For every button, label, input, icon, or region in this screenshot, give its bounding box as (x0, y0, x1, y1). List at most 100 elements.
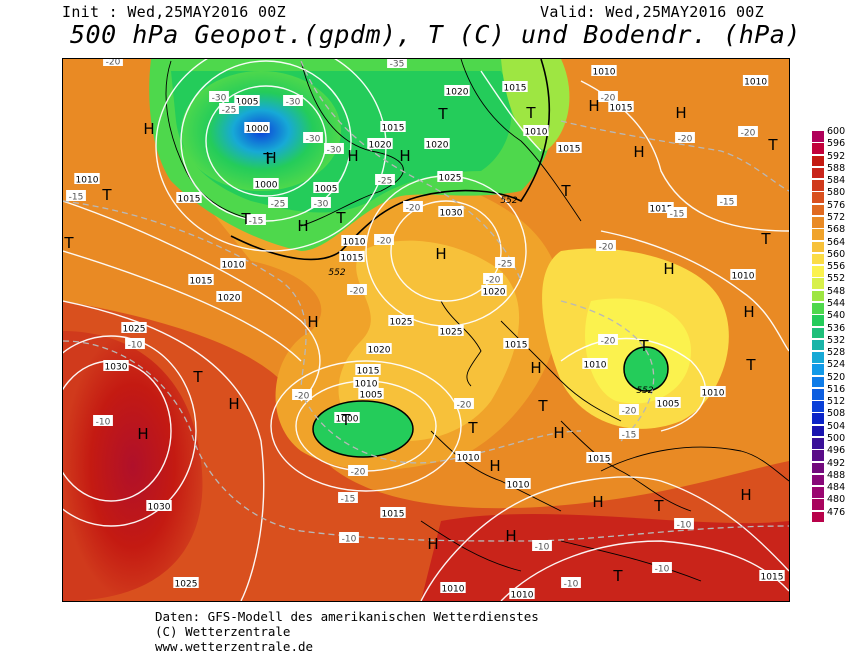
legend-swatch (812, 462, 824, 474)
isobar-label: 1010 (440, 582, 466, 595)
isotherm-label-text: -10 (564, 580, 579, 590)
legend-label: 488 (827, 469, 846, 481)
isotherm-label: -10 (339, 532, 359, 545)
legend-swatch (812, 253, 824, 265)
legend-label: 548 (827, 285, 846, 297)
isotherm-label: -10 (674, 518, 694, 531)
legend-label: 524 (827, 359, 846, 371)
geopotential-label: 552 (500, 196, 517, 206)
isotherm-label-text: -10 (655, 565, 670, 575)
coastlines (165, 59, 789, 582)
isobar-label: 1025 (438, 325, 464, 338)
isobar-label-text: 1020 (368, 346, 391, 356)
high-pressure-marker: H (633, 143, 644, 161)
isotherm-label-text: -20 (678, 135, 693, 145)
high-pressure-marker: H (307, 313, 318, 331)
isotherm-label: -20 (374, 234, 394, 247)
field-west-red (63, 331, 203, 601)
isobar-label: 1030 (438, 206, 464, 219)
geopotential-label: 552 (328, 268, 345, 278)
isotherm-label: -15 (619, 428, 639, 441)
isobar-label: 1000 (253, 178, 279, 191)
footer-credits: Daten: GFS-Modell des amerikanischen Wet… (155, 609, 539, 654)
isotherm-label: -15 (246, 214, 266, 227)
isotherm-label: -15 (717, 195, 737, 208)
temperature-labels-layer: -20-30-25-30-35-30-30-25-25 -30 -20-15-15-… (66, 59, 758, 590)
isotherm-label-text: -15 (670, 210, 685, 220)
high-pressure-marker: H (740, 486, 751, 504)
isotherm-label-text: -20 (106, 59, 121, 68)
isotherm-label: -20 (403, 201, 423, 214)
legend-label: 536 (827, 322, 846, 334)
weather-map[interactable]: 1010 1005 1000 1000 1005 1010 1015 1020 1015 1010… (62, 58, 790, 602)
isotherm-label: -15 (667, 207, 687, 220)
isobar-label-text: 1010 (355, 380, 378, 390)
legend-label: 516 (827, 383, 846, 395)
isobar-label-text: 1010 (702, 389, 725, 399)
legend-swatch (812, 131, 824, 142)
legend-label: 568 (827, 224, 846, 236)
isobar-label: 1010 (730, 269, 756, 282)
isobar-label-text: 1015 (382, 124, 405, 134)
isotherm-label: -20 (348, 465, 368, 478)
footer-data-source: Daten: GFS-Modell des amerikanischen Wet… (155, 609, 539, 624)
legend-swatch (812, 499, 824, 511)
isobar-label: 1000 (334, 412, 360, 425)
low-pressure-marker: T (560, 182, 571, 200)
isotherm-label: -20 (483, 273, 503, 286)
isobar-label-text: 1010 (584, 361, 607, 371)
isobar-label: 1025 (437, 171, 463, 184)
field-east-low (623, 346, 669, 392)
low-pressure-marker: T (437, 105, 448, 123)
low-pressure-marker: T (101, 186, 112, 204)
legend-label: 580 (827, 187, 846, 199)
isobar-label-text: 1030 (440, 209, 463, 219)
isotherm-label-text: -20 (406, 204, 421, 214)
isotherm-label: -10 (93, 415, 113, 428)
isobar-label: 1010 (591, 65, 617, 78)
isobar-label: 1020 (444, 85, 470, 98)
isotherm-label-text: -20 (295, 392, 310, 402)
legend-swatch (812, 192, 824, 203)
isobar-label-text: 1005 (236, 98, 259, 108)
legend-swatch (812, 266, 824, 277)
legend-label: 596 (827, 138, 846, 150)
isobar-label-text: 1010 (343, 238, 366, 248)
isobar-label-text: 1010 (511, 591, 534, 601)
isotherm-label-text: -30 (306, 135, 321, 145)
legend-swatch (812, 216, 824, 228)
isotherm-label: -20 (598, 91, 618, 104)
footer-website-link[interactable]: www.wetterzentrale.de (155, 639, 314, 654)
init-time: Init : Wed,25MAY2016 00Z (62, 3, 286, 21)
isotherm-label: -30 (324, 143, 344, 156)
pressure-labels-layer: 1010 1005 1000 1000 1005 1010 1015 1020 1015 1010… (74, 65, 785, 601)
isotherm-label-text: -15 (249, 217, 264, 227)
isobar-label: 1015 (380, 507, 406, 520)
legend-swatch (812, 278, 824, 289)
isobar-label: 1015 (759, 570, 785, 583)
legend-label: 492 (827, 457, 846, 469)
legend-label: 552 (827, 273, 846, 285)
legend-swatch (812, 241, 824, 253)
isotherm-label: -20 (347, 284, 367, 297)
isotherm-label: -30 (209, 91, 229, 104)
isobar-label-text: 1000 (255, 181, 278, 191)
isobar-label: 1015 (502, 81, 528, 94)
isobar-label: 1015 (176, 192, 202, 205)
legend-swatch (812, 474, 824, 486)
legend-swatch (812, 229, 824, 240)
legend-label: 504 (827, 420, 846, 432)
isotherm-label: -20 (103, 59, 123, 68)
isobar-label-text: 1015 (357, 367, 380, 377)
isobar-label: 1005 (313, 182, 339, 195)
high-pressure-marker: H (553, 424, 564, 442)
isobar-label-text: 1020 (446, 88, 469, 98)
isobar-label-text: 1025 (390, 318, 413, 328)
legend-label: 588 (827, 162, 846, 174)
legend-swatch (812, 180, 824, 191)
isotherm-label: -20 (675, 132, 695, 145)
legend-label: 584 (827, 175, 846, 187)
high-pressure-marker: H (435, 245, 446, 263)
isotherm-label-text: -10 (342, 535, 357, 545)
